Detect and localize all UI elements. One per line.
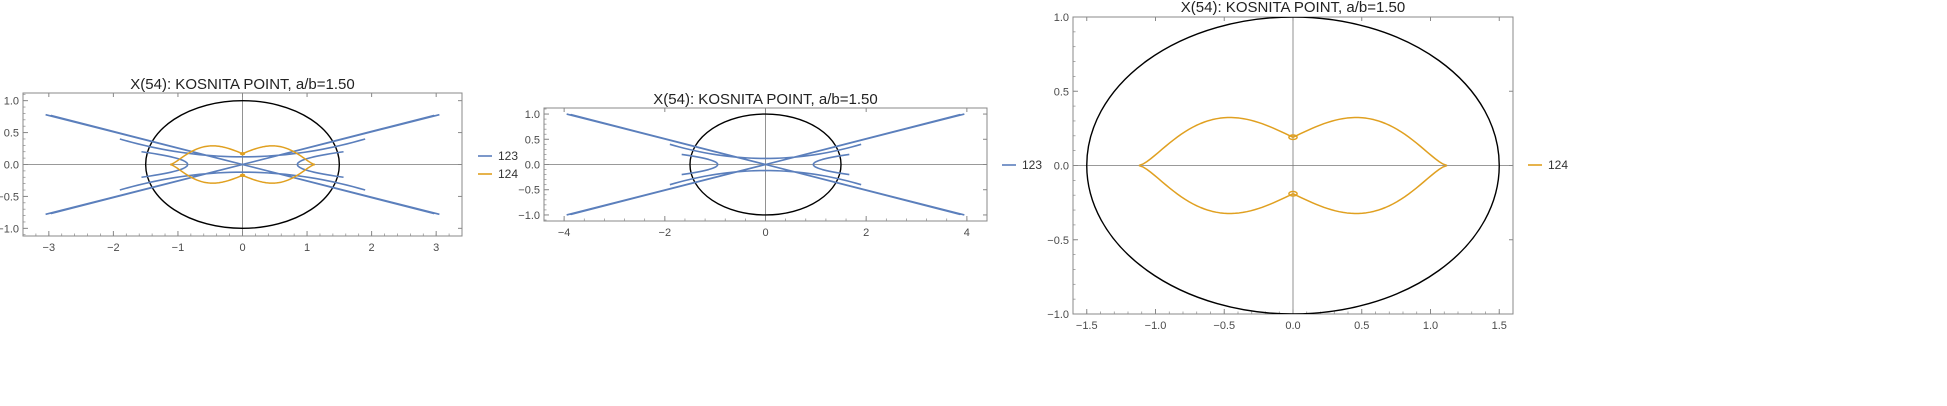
chart-title: X(54): KOSNITA POINT, a/b=1.50 xyxy=(653,91,877,108)
series-124-curve xyxy=(1138,116,1448,215)
series-124-curve xyxy=(169,145,316,184)
x-tick-label: 0 xyxy=(762,227,768,239)
x-tick-label: −1.5 xyxy=(1076,320,1098,332)
plot-area xyxy=(1086,17,1500,314)
ellipse-curve xyxy=(144,99,341,230)
y-tick-label: 1.0 xyxy=(525,109,540,121)
legend-label-124: 124 xyxy=(1548,158,1568,172)
legend-label-123: 123 xyxy=(498,149,518,163)
x-tick-label: −3 xyxy=(43,242,56,254)
chart-title: X(54): KOSNITA POINT, a/b=1.50 xyxy=(1181,0,1405,16)
x-tick-label: −1 xyxy=(172,242,185,254)
series-123-curve xyxy=(45,113,440,216)
plot-area xyxy=(45,99,440,230)
x-tick-label: −4 xyxy=(558,227,571,239)
y-tick-label: 0.5 xyxy=(1054,86,1069,98)
y-tick-label: −0.5 xyxy=(1047,235,1069,247)
x-tick-label: 2 xyxy=(863,227,869,239)
x-tick-label: 0 xyxy=(239,242,245,254)
y-tick-label: 0.5 xyxy=(4,128,19,140)
y-tick-label: 0.0 xyxy=(4,160,19,172)
x-tick-label: −2 xyxy=(659,227,672,239)
y-tick-label: 1.0 xyxy=(1054,12,1069,24)
y-tick-label: −1.0 xyxy=(518,210,540,222)
ellipse-curve xyxy=(689,113,842,216)
chart-panel-left: −3 −2 −1 0 1 2 3−1.0−0.50.00.51.0X(54): KOSNIT… xyxy=(0,76,518,254)
y-tick-label: 0.0 xyxy=(525,160,540,172)
y-tick-label: −1.0 xyxy=(1047,309,1069,321)
x-tick-label: 1 xyxy=(304,242,310,254)
plot-area xyxy=(566,113,965,216)
ellipse-curve xyxy=(1086,17,1500,314)
y-tick-label: −0.5 xyxy=(518,185,540,197)
series-123-curve xyxy=(566,113,965,216)
chart-panel-right: −1.5 −1.0 −0.5 0.0 0.5 1.0 1.5 −1.0 −0.5 0.0 0.5 1.… xyxy=(1047,0,1568,332)
y-tick-label: 1.0 xyxy=(4,96,19,108)
y-tick-label: −0.5 xyxy=(0,191,19,203)
y-tick-label: 0.5 xyxy=(525,134,540,146)
legend-label-124: 124 xyxy=(498,167,518,181)
x-tick-label: 0.5 xyxy=(1354,320,1369,332)
legend-label-123: 123 xyxy=(1022,158,1042,172)
y-tick-label: 0.0 xyxy=(1054,161,1069,173)
y-tick-label: −1.0 xyxy=(0,223,19,235)
x-tick-label: −1.0 xyxy=(1145,320,1167,332)
chart-panel-middle: −4 −2 0 2 4 −1.0 −0.5 0.0 0.5 1.0 X(54): KOSNITA P… xyxy=(518,91,1042,239)
x-tick-label: 3 xyxy=(433,242,439,254)
x-tick-label: 4 xyxy=(964,227,970,239)
x-tick-label: 1.0 xyxy=(1423,320,1438,332)
x-tick-label: 2 xyxy=(369,242,375,254)
x-tick-label: 1.5 xyxy=(1492,320,1507,332)
x-tick-label: −2 xyxy=(107,242,120,254)
x-tick-label: −0.5 xyxy=(1213,320,1235,332)
x-tick-label: 0.0 xyxy=(1285,320,1300,332)
chart-title: X(54): KOSNITA POINT, a/b=1.50 xyxy=(130,76,354,93)
